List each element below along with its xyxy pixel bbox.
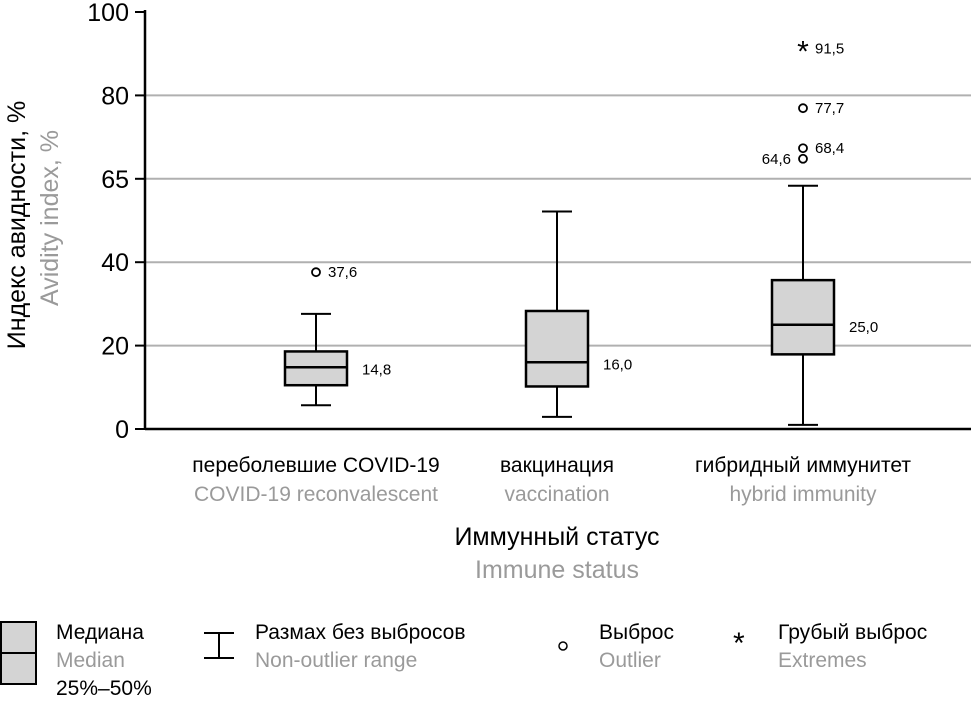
box-iqr <box>524 309 590 388</box>
x-tick-label: вакцинация <box>500 454 614 477</box>
legend-extreme: Грубый выброс <box>778 621 928 644</box>
extreme-point: * <box>797 35 809 68</box>
y-tick-label: 65 <box>101 166 129 194</box>
x-tick-label: переболевшие COVID-19 <box>192 454 439 477</box>
x-axis-title-en: Immune status <box>475 556 639 584</box>
box-iqr <box>770 278 836 356</box>
x-tick-label-en: COVID-19 reconvalescent <box>194 483 438 506</box>
y-axis-title: Индекс авидности, % <box>3 101 31 349</box>
y-tick-label: 0 <box>115 416 129 444</box>
outlier-point <box>798 103 808 114</box>
x-tick-label-en: hybrid immunity <box>729 483 877 506</box>
legend-outlier: Выброс <box>599 621 674 644</box>
legend-outlier-en: Outlier <box>599 649 661 672</box>
y-tick-label: 40 <box>101 249 129 277</box>
legend-extreme-en: Extremes <box>778 649 867 672</box>
outlier-point <box>798 143 808 154</box>
outlier-label: 68,4 <box>815 140 844 157</box>
outlier-point <box>798 153 808 164</box>
outlier-label: 37,6 <box>328 264 357 281</box>
legend-box-icon <box>0 621 37 685</box>
extreme-label: 91,5 <box>815 40 844 57</box>
legend-range: Размах без выбросов <box>255 621 466 644</box>
outlier-point <box>311 267 321 278</box>
median-label: 16,0 <box>603 356 632 373</box>
box-plot: 0 20 40 65 80 100 Индекс авидности, % Avidity i… <box>3 0 971 584</box>
legend-range-en: Non-outlier range <box>255 649 418 672</box>
outlier-label: 77,7 <box>815 100 844 117</box>
legend-median-sub: 25%–50% <box>56 677 152 700</box>
legend-median: Медиана <box>56 621 144 644</box>
legend-whisker-icon <box>204 632 234 659</box>
y-tick-label: 20 <box>101 333 129 361</box>
x-tick-label-en: vaccination <box>504 483 609 506</box>
y-tick-label: 100 <box>87 0 129 27</box>
y-tick-label: 80 <box>101 82 129 110</box>
x-axis-title: Иммунный статус <box>454 523 659 551</box>
y-axis-title-en: Avidity index, % <box>36 130 64 306</box>
legend-extreme-icon: * <box>733 627 745 660</box>
outlier-label: 64,6 <box>762 151 791 168</box>
x-tick-label: гибридный иммунитет <box>695 454 911 477</box>
legend-outlier-icon <box>558 641 568 651</box>
median-label: 14,8 <box>362 361 391 378</box>
median-label: 25,0 <box>849 319 878 336</box>
legend-median-en: Median <box>56 649 125 672</box>
